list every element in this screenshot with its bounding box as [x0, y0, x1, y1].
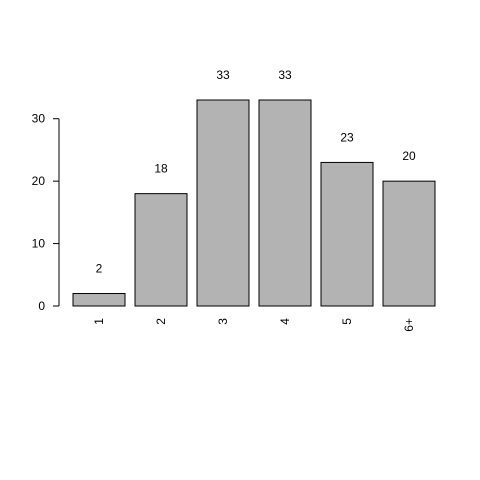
bar: [73, 294, 125, 306]
bar: [321, 162, 373, 306]
bars: [73, 100, 435, 306]
data-label: 33: [216, 68, 230, 82]
x-tick-label: 5: [340, 318, 354, 325]
bar: [383, 181, 435, 306]
bar: [259, 100, 311, 306]
x-tick-label: 1: [92, 318, 106, 325]
data-label: 2: [96, 262, 103, 276]
data-label: 20: [402, 149, 416, 163]
bar: [135, 194, 187, 306]
y-tick-label: 0: [38, 299, 45, 313]
y-axis: 0 10 20 30: [32, 112, 59, 313]
x-tick-label: 4: [278, 318, 292, 325]
y-tick-label: 10: [32, 237, 46, 251]
x-tick-labels: 1 2 3 4 5 6+: [92, 318, 416, 332]
data-label: 23: [340, 130, 354, 144]
x-tick-label: 2: [154, 318, 168, 325]
x-tick-label: 3: [216, 318, 230, 325]
y-tick-label: 20: [32, 174, 46, 188]
bar: [197, 100, 249, 306]
data-label: 18: [154, 162, 168, 176]
y-tick-label: 30: [32, 112, 46, 126]
x-tick-label: 6+: [402, 318, 416, 332]
data-label: 33: [278, 68, 292, 82]
